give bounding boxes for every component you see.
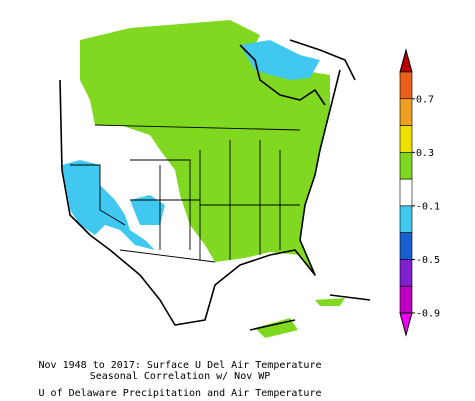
caption-line: Seasonal Correlation w/ Nov WP (90, 371, 271, 382)
colorbar: 0.7 0.3 -0.1 -0.5 -0.9 (399, 48, 440, 337)
colorbar-band (399, 98, 413, 126)
border (70, 124, 301, 263)
map (59, 20, 371, 338)
colorbar-label: 0.7 (416, 94, 434, 105)
colorbar-band (399, 71, 413, 100)
colorbar-band (399, 205, 413, 233)
colorbar-end (399, 48, 413, 73)
colorbar-end (399, 312, 413, 337)
colorbar-band (399, 178, 413, 207)
colorbar-band (399, 232, 413, 260)
colorbar-band (399, 259, 413, 287)
colorbar-band (399, 125, 413, 153)
positive-correlation-area (80, 20, 330, 275)
negative-correlation-area (130, 195, 165, 225)
negative-correlation-area (240, 40, 320, 80)
colorbar-band (399, 152, 413, 180)
colorbar-label: 0.3 (416, 148, 434, 159)
coastline (239, 39, 371, 331)
colorbar-label: -0.1 (416, 201, 440, 212)
positive-correlation-area (255, 298, 345, 338)
caption-line: Nov 1948 to 2017: Surface U Del Air Temp… (39, 360, 322, 371)
colorbar-band (399, 285, 413, 314)
negative-correlation-area (62, 160, 155, 250)
coastline (59, 69, 341, 326)
caption-line: U of Delaware Precipitation and Air Temp… (39, 388, 322, 399)
colorbar-label: -0.5 (416, 255, 440, 266)
colorbar-label: -0.9 (416, 309, 440, 320)
